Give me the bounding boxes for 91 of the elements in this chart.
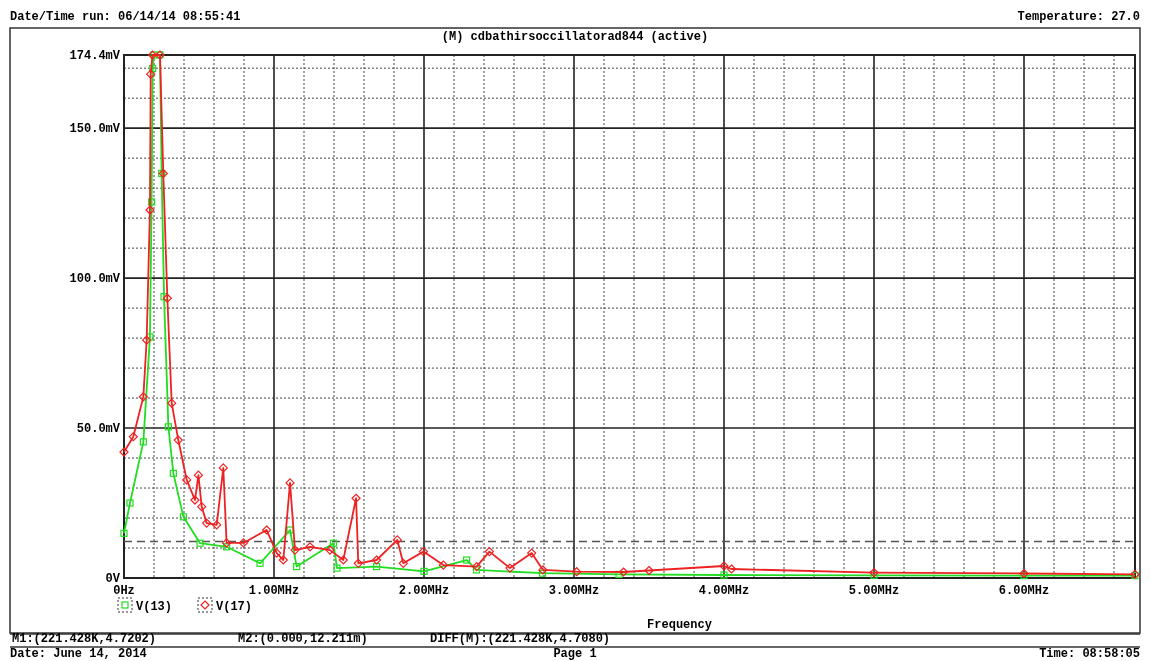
point bbox=[126, 499, 134, 507]
point bbox=[720, 571, 728, 579]
point bbox=[285, 478, 295, 488]
point bbox=[179, 513, 187, 521]
point bbox=[262, 525, 272, 535]
point bbox=[351, 493, 361, 503]
y-tick-label: 150.0mV bbox=[69, 122, 121, 137]
point bbox=[212, 520, 222, 530]
point bbox=[333, 564, 341, 572]
point bbox=[329, 539, 337, 547]
point bbox=[538, 565, 548, 575]
point bbox=[472, 562, 482, 572]
x-tick-label: 4.00MHz bbox=[698, 584, 750, 598]
x-tick-label: 0Hz bbox=[113, 584, 135, 598]
point bbox=[286, 526, 294, 534]
x-tick-label: 2.00MHz bbox=[398, 584, 450, 598]
text: Date/Time run: 06/14/14 08:55:41 bbox=[10, 10, 241, 24]
point bbox=[182, 475, 192, 485]
chart-title: (M) cdbathirsoccillatorad844 (active) bbox=[441, 30, 709, 44]
point bbox=[472, 566, 481, 574]
point bbox=[138, 392, 148, 402]
point bbox=[484, 547, 494, 557]
point bbox=[538, 569, 547, 577]
point bbox=[1020, 572, 1028, 580]
x-axis-title: Frequency bbox=[647, 618, 712, 632]
point bbox=[164, 423, 172, 431]
point bbox=[202, 518, 212, 528]
point bbox=[148, 198, 156, 206]
point bbox=[256, 559, 264, 567]
point bbox=[325, 545, 335, 555]
point bbox=[353, 558, 363, 568]
point bbox=[120, 529, 128, 537]
point bbox=[162, 293, 172, 303]
point bbox=[438, 560, 448, 570]
point bbox=[167, 398, 177, 408]
point bbox=[572, 567, 582, 577]
point bbox=[278, 555, 288, 565]
x-tick-label: 5.00MHz bbox=[848, 584, 900, 598]
x-tick-label: 6.00MHz bbox=[998, 584, 1050, 598]
point bbox=[146, 69, 156, 79]
point bbox=[290, 545, 300, 555]
point bbox=[169, 469, 177, 477]
text: Temperature: 27.0 bbox=[1017, 10, 1140, 24]
point bbox=[173, 435, 183, 445]
point bbox=[505, 563, 515, 573]
text: M2:(0.000,12.211m) bbox=[238, 632, 368, 646]
point bbox=[272, 548, 282, 558]
point bbox=[372, 555, 382, 565]
point bbox=[119, 447, 129, 457]
text: Page 1 bbox=[553, 647, 597, 661]
point bbox=[218, 463, 228, 473]
point bbox=[618, 567, 629, 577]
point bbox=[196, 539, 204, 547]
point bbox=[128, 432, 138, 442]
point bbox=[398, 558, 408, 568]
point bbox=[373, 563, 381, 571]
y-tick-label: 100.0mV bbox=[69, 272, 121, 287]
point bbox=[527, 548, 537, 558]
point bbox=[338, 555, 348, 565]
point bbox=[719, 561, 729, 571]
point bbox=[139, 438, 147, 446]
point bbox=[145, 205, 155, 215]
point bbox=[238, 538, 248, 548]
text: Date: June 14, 2014 bbox=[10, 647, 147, 661]
point bbox=[222, 538, 232, 548]
x-tick-label: 3.00MHz bbox=[548, 584, 600, 598]
point bbox=[142, 335, 152, 345]
y-tick-label: 50.0mV bbox=[76, 422, 121, 437]
x-tick-label: 1.00MHz bbox=[248, 584, 300, 598]
point bbox=[418, 547, 428, 557]
point bbox=[392, 535, 402, 545]
point bbox=[149, 64, 157, 73]
point bbox=[305, 542, 315, 552]
y-tick-label: 174.4mV bbox=[69, 49, 121, 64]
text: DIFF(M):(221.428K,4.7080) bbox=[430, 632, 611, 646]
point bbox=[644, 565, 654, 576]
point bbox=[190, 495, 200, 505]
text: M1:(221.428K,4.7202) bbox=[12, 632, 157, 646]
point bbox=[726, 564, 737, 574]
point bbox=[146, 333, 154, 341]
point bbox=[615, 570, 623, 578]
point bbox=[223, 543, 231, 551]
point bbox=[1019, 568, 1029, 579]
point bbox=[193, 470, 203, 480]
text: Time: 08:58:05 bbox=[1039, 647, 1140, 661]
point bbox=[293, 563, 301, 571]
point bbox=[420, 567, 428, 575]
legend-label: V(17) bbox=[216, 600, 253, 614]
point bbox=[197, 502, 207, 512]
legend-label: V(13) bbox=[136, 600, 173, 614]
point bbox=[463, 556, 471, 564]
